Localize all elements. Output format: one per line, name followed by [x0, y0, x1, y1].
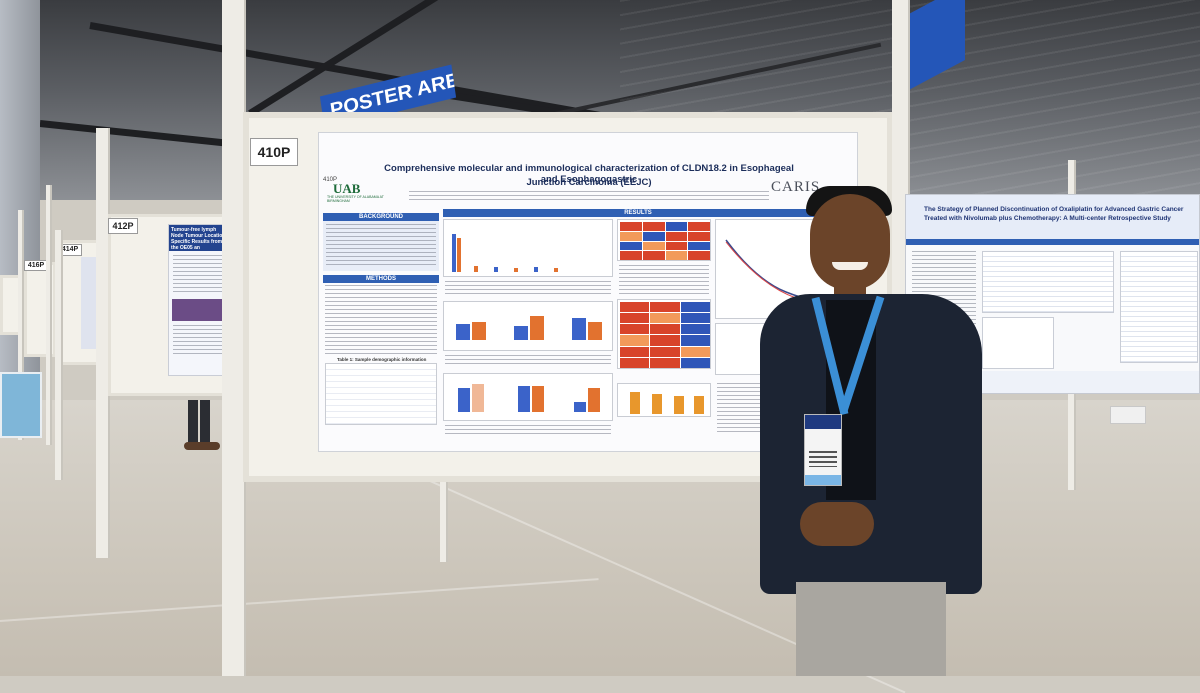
chart-bar — [530, 316, 544, 340]
right-poster-table-2 — [1120, 251, 1198, 363]
chart-bar — [514, 326, 528, 340]
chart-bar — [534, 267, 538, 272]
face — [810, 194, 890, 290]
caris-logo: CARIS — [771, 179, 821, 195]
background-person-leg — [200, 400, 210, 446]
figure-5-heatmap — [617, 299, 711, 369]
ceiling-truss — [39, 120, 240, 148]
right-poster-title-line1: The Strategy of Planned Discontinuation … — [924, 206, 1184, 213]
board-number-tag: 412P — [108, 218, 138, 234]
poster-authors — [409, 191, 769, 203]
chart-bar — [554, 268, 558, 272]
board-number-tag: 416P — [24, 260, 48, 271]
figure-4-caption — [619, 265, 709, 295]
figure-6-bar-chart — [617, 383, 711, 417]
right-poster-section-bar — [906, 239, 1199, 245]
uab-logo-subtitle: THE UNIVERSITY OF ALABAMA AT BIRMINGHAM — [327, 195, 384, 203]
floor-sign — [1110, 406, 1146, 424]
figure-2-bar-chart — [443, 301, 613, 351]
right-poster-chart — [982, 317, 1054, 369]
figure-1-bar-chart — [443, 219, 613, 277]
chart-bar — [456, 324, 470, 340]
poster-title-line1: Comprehensive molecular and immunologica… — [384, 163, 794, 185]
poster-id: 410P — [323, 177, 338, 183]
right-poster-table — [982, 251, 1114, 313]
presenter — [756, 178, 986, 676]
name-badge — [804, 414, 842, 486]
chart-bar — [572, 318, 586, 340]
figure-2-caption — [445, 355, 611, 367]
left-poster-title: Tumour-free lymph Node Tumour Location S… — [169, 225, 231, 251]
board-number-tag: 414P — [58, 244, 82, 256]
hands — [800, 502, 874, 546]
pants — [796, 582, 946, 676]
chart-bar — [474, 266, 478, 272]
smile — [832, 262, 868, 270]
poster-title-line2: Junction Carcinoma (EEJC) — [526, 177, 652, 188]
figure-3-caption — [445, 425, 611, 437]
left-poster-text — [173, 325, 227, 355]
background-person-leg — [188, 400, 198, 446]
chart-bar — [674, 396, 684, 414]
chart-bar — [694, 396, 704, 414]
board-pole — [55, 230, 63, 480]
chart-bar — [588, 388, 600, 412]
chart-bar — [652, 394, 662, 414]
chart-bar — [518, 386, 530, 412]
right-poster-header: The Strategy of Planned Discontinuation … — [906, 195, 1199, 239]
figure-3-bar-chart — [443, 373, 613, 421]
chart-bar — [472, 384, 484, 412]
main-board-pole-left — [222, 0, 246, 676]
chart-bar — [457, 238, 461, 272]
chart-bar — [458, 388, 470, 412]
chart-bar — [452, 234, 456, 272]
table-title: Table 1: Sample demographic information — [337, 357, 427, 362]
uab-logo: UAB — [333, 181, 361, 196]
board-pole — [18, 210, 24, 440]
right-poster-title-line2: Treated with Nivolumab plus Chemotherapy… — [924, 215, 1171, 222]
display-stand — [0, 372, 42, 438]
board-pole — [46, 185, 52, 445]
background-person-shoes — [184, 442, 220, 450]
board-number-tag: 410P — [250, 138, 298, 166]
chart-bar — [574, 402, 586, 412]
chart-bar — [494, 267, 498, 272]
methods-text — [325, 285, 437, 355]
chart-bar — [588, 322, 602, 340]
chart-bar — [630, 392, 640, 414]
background-text-block — [323, 221, 439, 271]
figure-1-caption — [445, 281, 611, 295]
demographics-table — [325, 363, 437, 425]
floor-line — [0, 578, 599, 622]
section-results: RESULTS — [443, 209, 833, 217]
chart-bar — [514, 268, 518, 272]
chart-bar — [472, 322, 486, 340]
section-background: BACKGROUND — [323, 213, 439, 221]
left-poster: Tumour-free lymph Node Tumour Location S… — [168, 224, 232, 376]
board-pole — [96, 128, 110, 558]
research-poster: 410P UAB THE UNIVERSITY OF ALABAMA AT BI… — [318, 132, 858, 452]
section-methods: METHODS — [323, 275, 439, 283]
left-poster-image — [172, 299, 228, 321]
figure-4-heatmap — [617, 219, 711, 261]
left-poster-text — [173, 255, 227, 295]
chart-bar — [532, 386, 544, 412]
board-leg — [440, 482, 448, 562]
